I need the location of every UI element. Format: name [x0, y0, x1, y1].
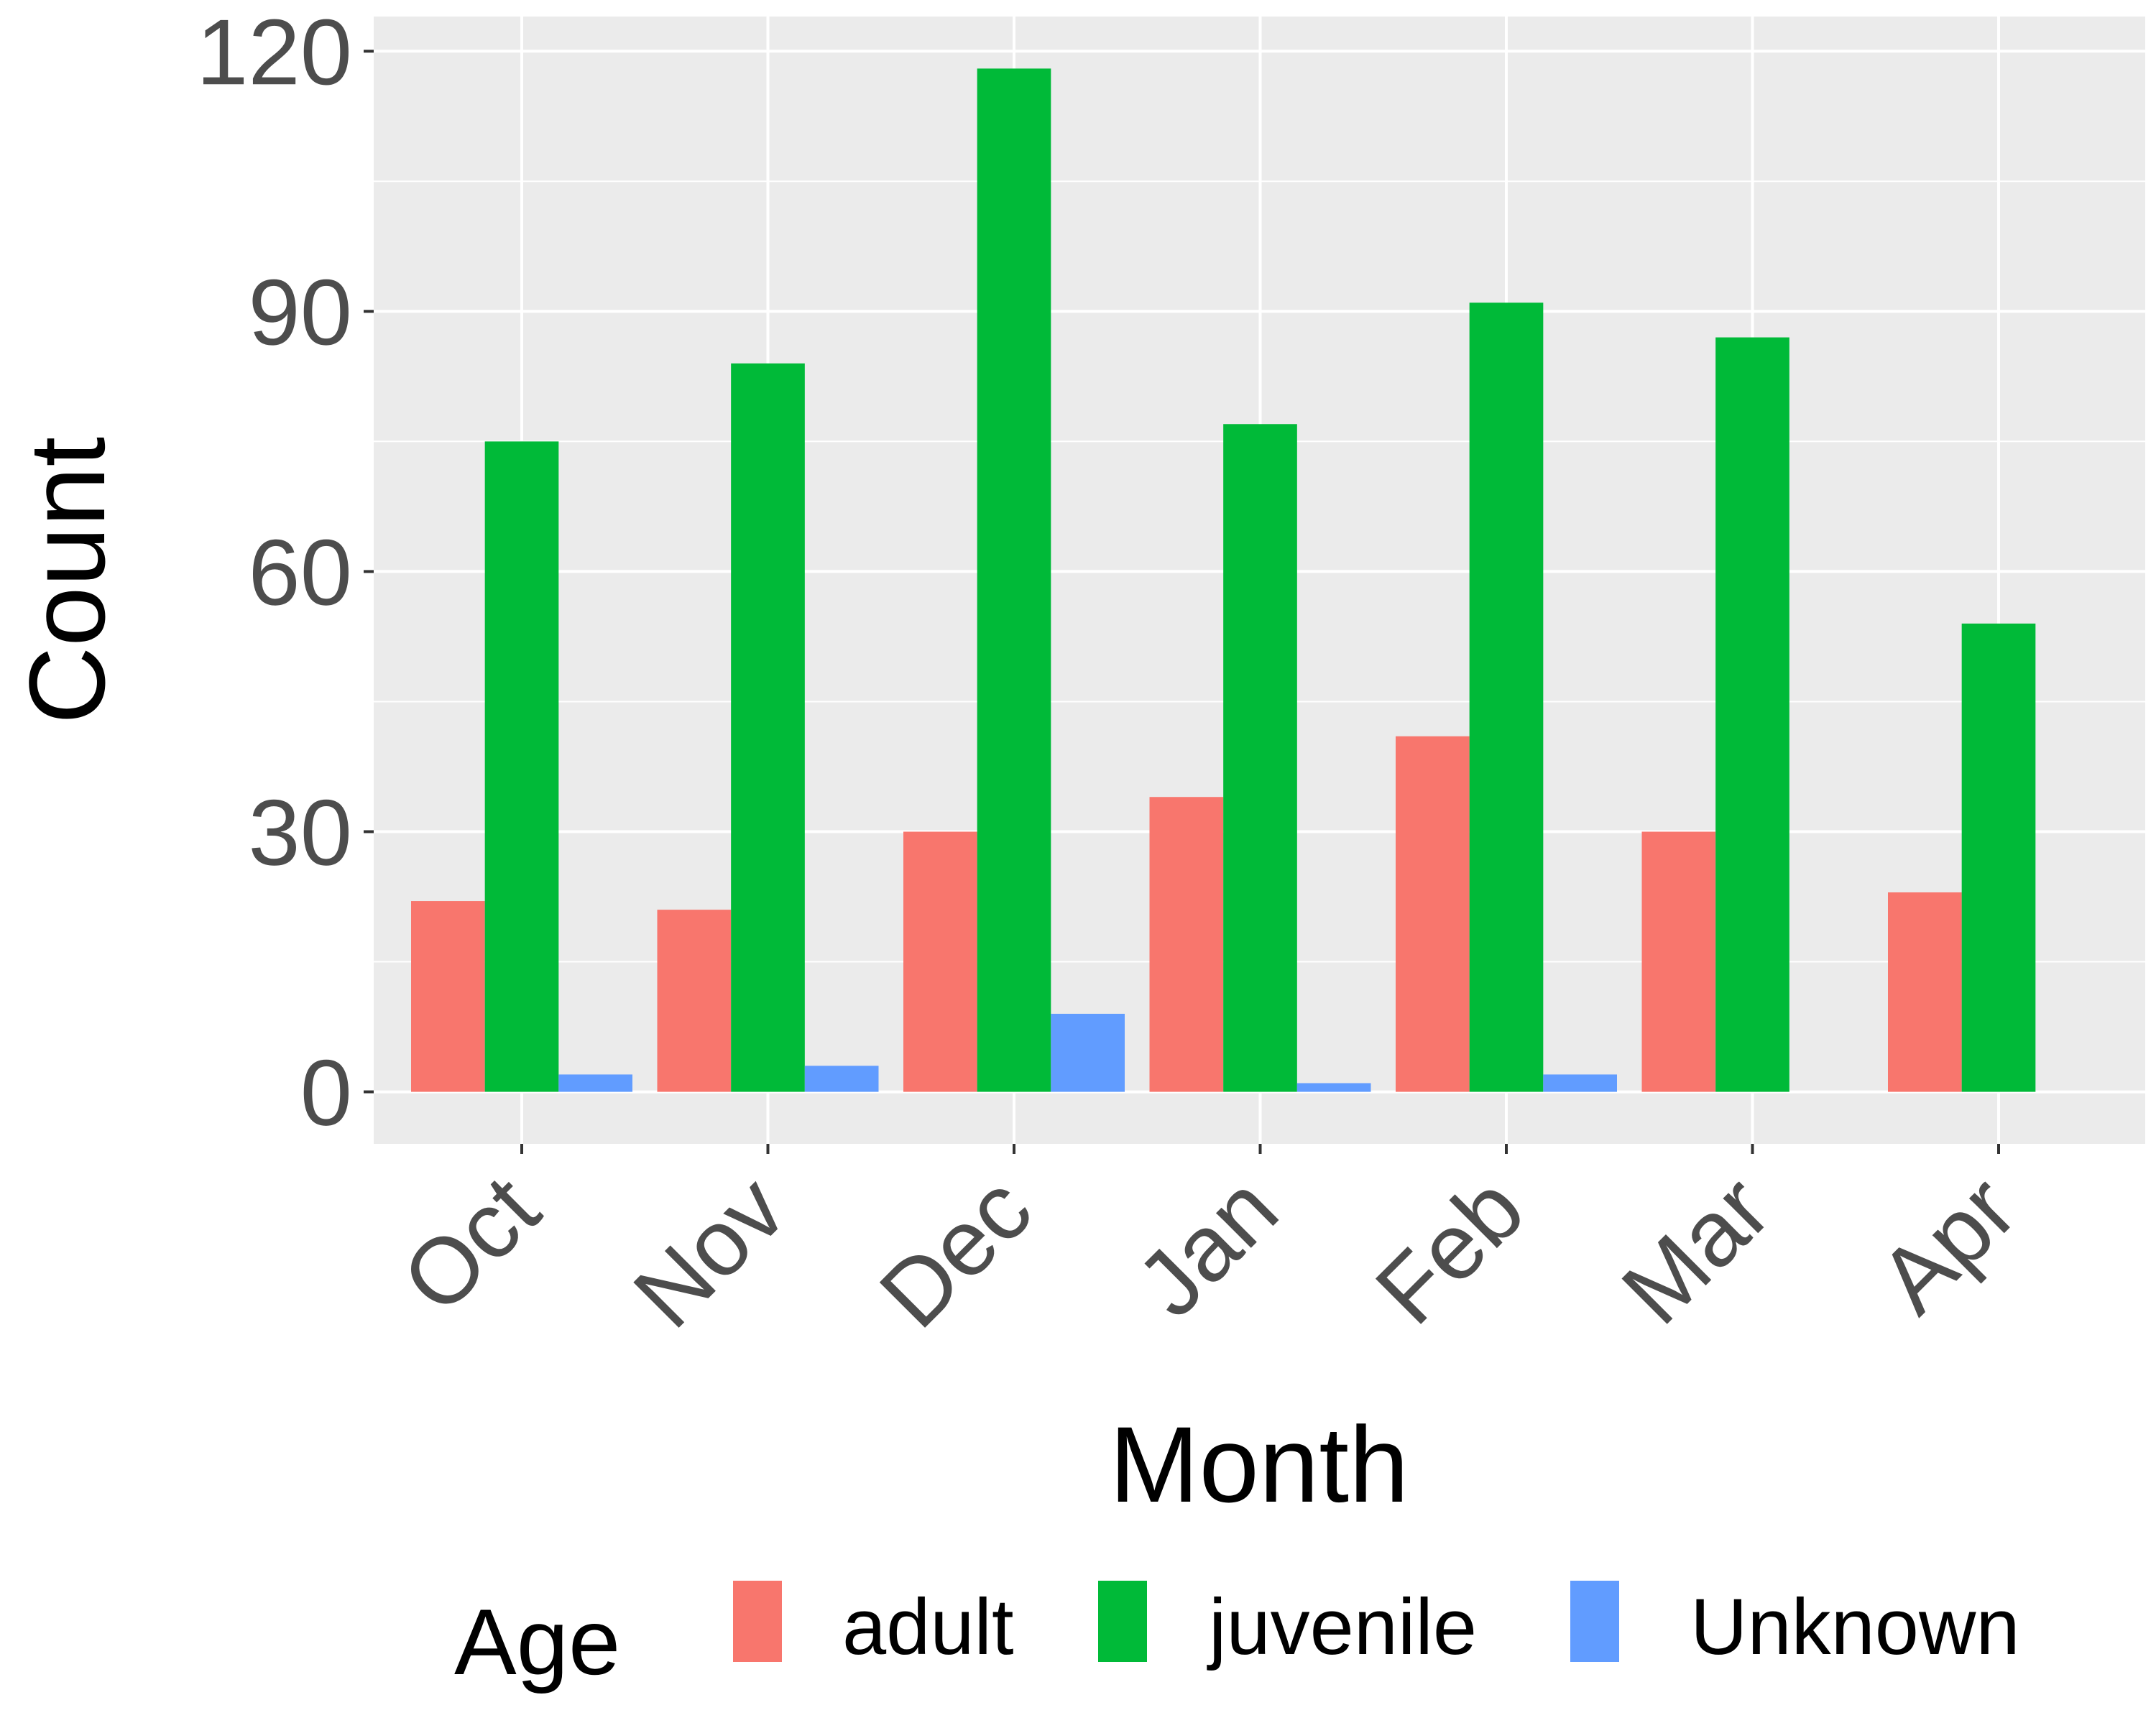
legend-label-adult: adult [842, 1583, 1014, 1671]
bar-juvenile-dec [977, 68, 1051, 1092]
bar-unknown-feb [1543, 1074, 1617, 1092]
bar-juvenile-jan [1223, 424, 1297, 1092]
bar-juvenile-nov [731, 363, 805, 1092]
bar-juvenile-feb [1469, 302, 1544, 1092]
x-tick-label: Jan [1117, 1156, 1297, 1336]
bar-adult-feb [1396, 736, 1470, 1092]
y-tick-label: 60 [248, 519, 352, 624]
x-tick-label: Apr [1859, 1156, 2036, 1333]
y-tick-label: 90 [248, 259, 352, 364]
bar-adult-oct [411, 901, 485, 1092]
x-axis-title: Month [1110, 1404, 1409, 1525]
legend-key-adult [733, 1581, 782, 1662]
bar-adult-jan [1149, 797, 1224, 1092]
y-tick-label: 30 [248, 780, 352, 885]
legend-key-unknown [1570, 1581, 1619, 1662]
bar-juvenile-mar [1715, 337, 1789, 1092]
y-axis: 0 30 60 90 120 [196, 0, 374, 1145]
bar-unknown-nov [804, 1066, 879, 1092]
x-tick-label: Dec [860, 1156, 1051, 1348]
bar-unknown-dec [1051, 1013, 1125, 1092]
y-tick-label: 0 [300, 1040, 352, 1145]
x-axis: Oct Nov Dec Jan Feb Mar Apr [382, 1144, 2036, 1347]
legend-label-unknown: Unknown [1690, 1583, 2020, 1671]
legend: Age adult juvenile Unknown [454, 1581, 2020, 1694]
bar-juvenile-oct [484, 441, 559, 1092]
bar-adult-apr [1888, 892, 1962, 1092]
bar-unknown-jan [1296, 1083, 1371, 1092]
bar-adult-dec [903, 831, 977, 1092]
legend-label-juvenile: juvenile [1207, 1583, 1477, 1671]
bar-unknown-oct [558, 1074, 632, 1092]
x-tick-label: Mar [1602, 1156, 1790, 1344]
legend-key-juvenile [1098, 1581, 1147, 1662]
x-tick-label: Oct [382, 1156, 559, 1333]
bar-juvenile-apr [1961, 623, 2036, 1092]
bar-adult-mar [1641, 831, 1716, 1092]
x-tick-label: Feb [1355, 1156, 1544, 1344]
bars [411, 68, 2036, 1092]
legend-title: Age [454, 1589, 620, 1694]
y-tick-label: 120 [196, 0, 352, 104]
y-axis-title: Count [6, 437, 127, 724]
x-tick-label: Nov [614, 1156, 806, 1348]
bar-adult-nov [657, 910, 732, 1092]
